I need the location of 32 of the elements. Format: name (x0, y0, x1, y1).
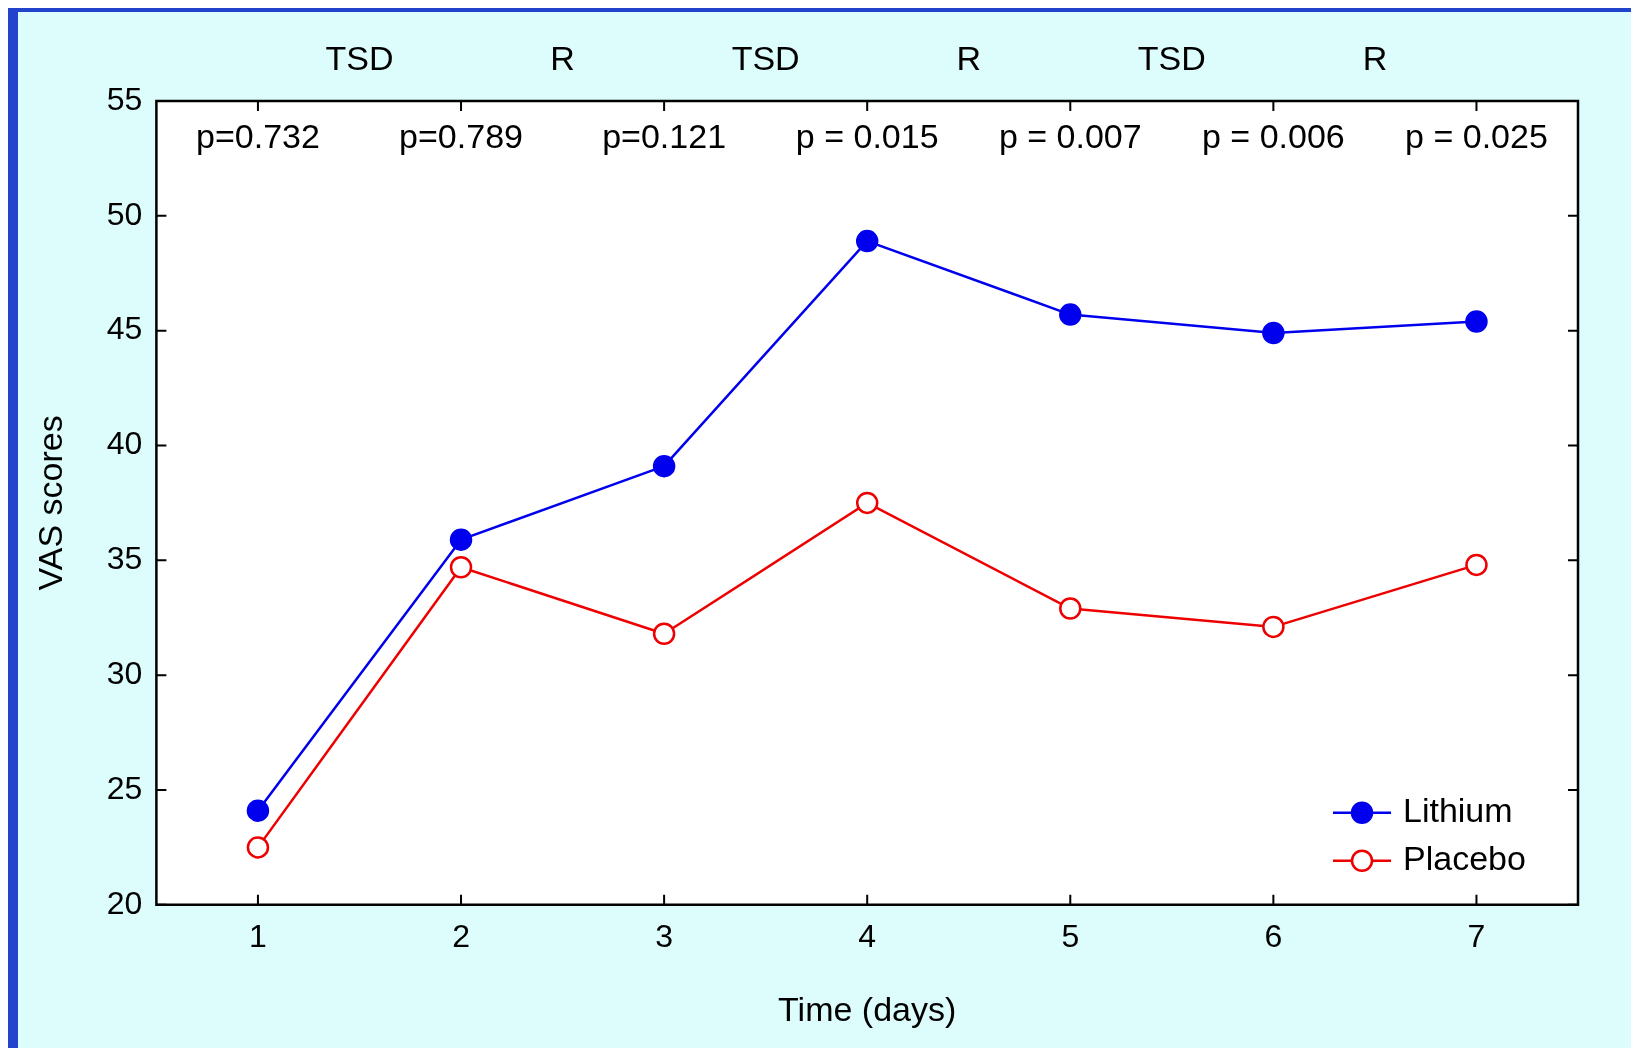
x-tick-label: 1 (249, 917, 267, 954)
annotation: p=0.789 (399, 117, 523, 156)
x-tick-label: 5 (1061, 917, 1080, 954)
y-tick-label: 20 (106, 884, 143, 921)
y-tick-label: 50 (106, 195, 143, 232)
y-tick-label: 40 (106, 425, 143, 462)
y-axis-title: VAS scores (30, 415, 69, 591)
annotation: p=0.121 (602, 117, 727, 156)
text: R (550, 39, 575, 78)
x-tick-label: 6 (1264, 917, 1283, 954)
annotation: p = 0.007 (998, 117, 1142, 156)
x-tick-label: 2 (452, 917, 470, 954)
x-tick-label: 3 (655, 917, 674, 954)
annotation: p = 0.006 (1202, 117, 1345, 156)
annotation: p=0.732 (196, 117, 320, 156)
annotation: p = 0.015 (795, 117, 939, 156)
text: TSD (731, 39, 800, 78)
annotation: p = 0.025 (1405, 117, 1548, 156)
y-tick-label: 35 (106, 540, 143, 577)
y-tick-label: 30 (106, 654, 143, 691)
x-axis-title: Time (days) (778, 989, 957, 1028)
y-tick-label: 45 (106, 310, 143, 347)
text: R (956, 39, 982, 78)
text: TSD (325, 39, 394, 78)
text: R (1362, 39, 1388, 78)
y-tick-label: 25 (106, 769, 143, 806)
text: TSD (1137, 39, 1206, 78)
x-tick-label: 7 (1467, 917, 1486, 954)
legend-label: Lithium (1403, 791, 1513, 830)
legend-label: Placebo (1403, 839, 1526, 878)
x-tick-label: 4 (858, 917, 877, 954)
y-tick-label: 55 (106, 80, 143, 117)
